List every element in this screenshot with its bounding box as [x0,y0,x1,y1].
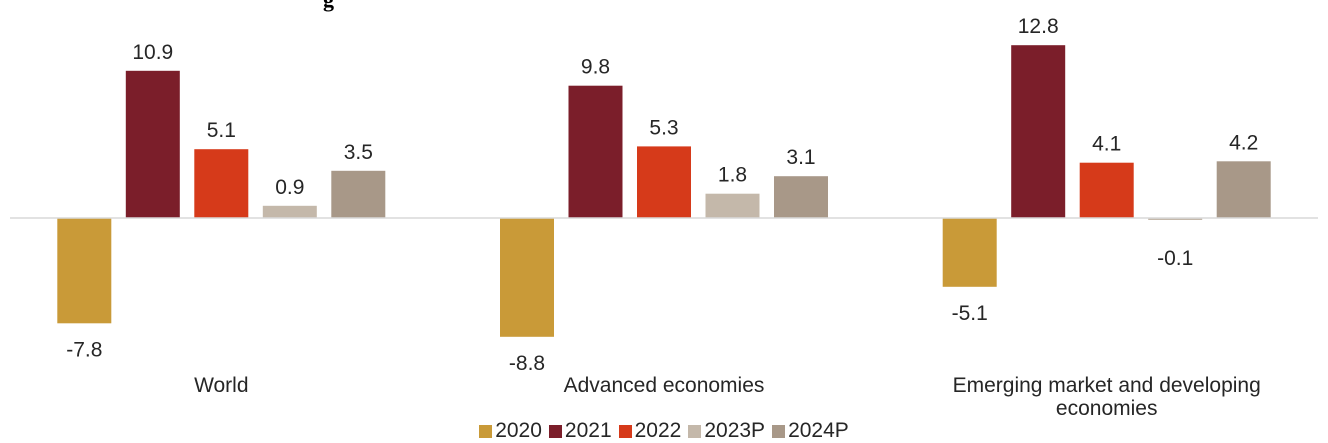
legend-item-2024p: 2024P [772,419,849,443]
chart-legend: 2020 2021 2022 2023P 2024P [0,419,1328,443]
legend-item-2022: 2022 [618,419,682,443]
data-label-2023p-2: -0.1 [1157,247,1193,270]
bar-2023p-2 [1148,218,1203,220]
bar-2024p-2 [1216,161,1271,218]
bars-layer [57,45,1271,337]
bar-2023p-1 [705,193,760,218]
bar-2021-2 [1011,45,1066,219]
data-label-2024p-1: 3.1 [786,146,815,169]
data-label-2021-0: 10.9 [132,41,173,64]
bar-2020-1 [500,218,554,337]
data-label-2024p-0: 3.5 [344,141,373,164]
data-label-2022-2: 4.1 [1092,133,1121,156]
legend-swatch-2022 [618,424,632,438]
data-label-2021-2: 12.8 [1018,15,1059,38]
bar-2021-0 [125,70,180,218]
legend-label-2023p: 2023P [704,419,766,442]
category-label-2-line-0: Emerging market and developing [953,374,1261,397]
data-label-2020-2: -5.1 [952,302,988,325]
data-labels-layer: -7.8 10.9 5.1 0.9 3.5 -8.8 9.8 5.3 1.8 3.1 -5.1 12.… [66,15,1258,375]
bar-2022-0 [194,149,249,218]
legend-swatch-2020 [479,424,493,438]
bar-2023p-0 [262,205,317,218]
data-label-2021-1: 9.8 [581,56,610,79]
data-label-2024p-2: 4.2 [1229,131,1258,154]
legend-label-2024p: 2024P [788,419,849,442]
data-label-2022-1: 5.3 [649,116,678,139]
bar-2020-2 [942,218,997,287]
data-label-2023p-0: 0.9 [275,176,304,199]
bar-2020-0 [57,218,112,324]
category-label-0-line-0: World [194,374,248,397]
category-label-2-line-1: economies [1056,397,1158,420]
bar-2024p-1 [774,176,828,219]
data-label-2020-0: -7.8 [66,338,102,361]
legend-item-2023p: 2023P [688,419,765,443]
category-label-1-line-0: Advanced economies [564,374,765,397]
bar-chart: -7.8 10.9 5.1 0.9 3.5 -8.8 9.8 5.3 1.8 3.1 -5.1 12.… [10,15,1318,420]
bar-2022-1 [637,146,691,218]
data-label-2020-1: -8.8 [509,352,545,375]
legend-label-2021: 2021 [564,419,612,442]
legend-item-2020: 2020 [479,419,542,443]
bar-2024p-0 [331,170,386,219]
legend-swatch-2021 [548,424,562,438]
legend-item-2021: 2021 [548,419,612,443]
data-label-2022-0: 5.1 [207,119,236,142]
legend-label-2020: 2020 [495,419,542,442]
legend-label-2022: 2022 [634,419,682,442]
bar-2022-2 [1079,162,1134,218]
legend-swatch-2024p [772,424,786,438]
chart-title-fragment: g [323,0,334,13]
legend-swatch-2023p [688,424,702,438]
bar-2021-1 [568,85,623,218]
data-label-2023p-1: 1.8 [718,164,747,187]
category-labels-layer: World Advanced economies Emerging market a… [194,374,1261,420]
